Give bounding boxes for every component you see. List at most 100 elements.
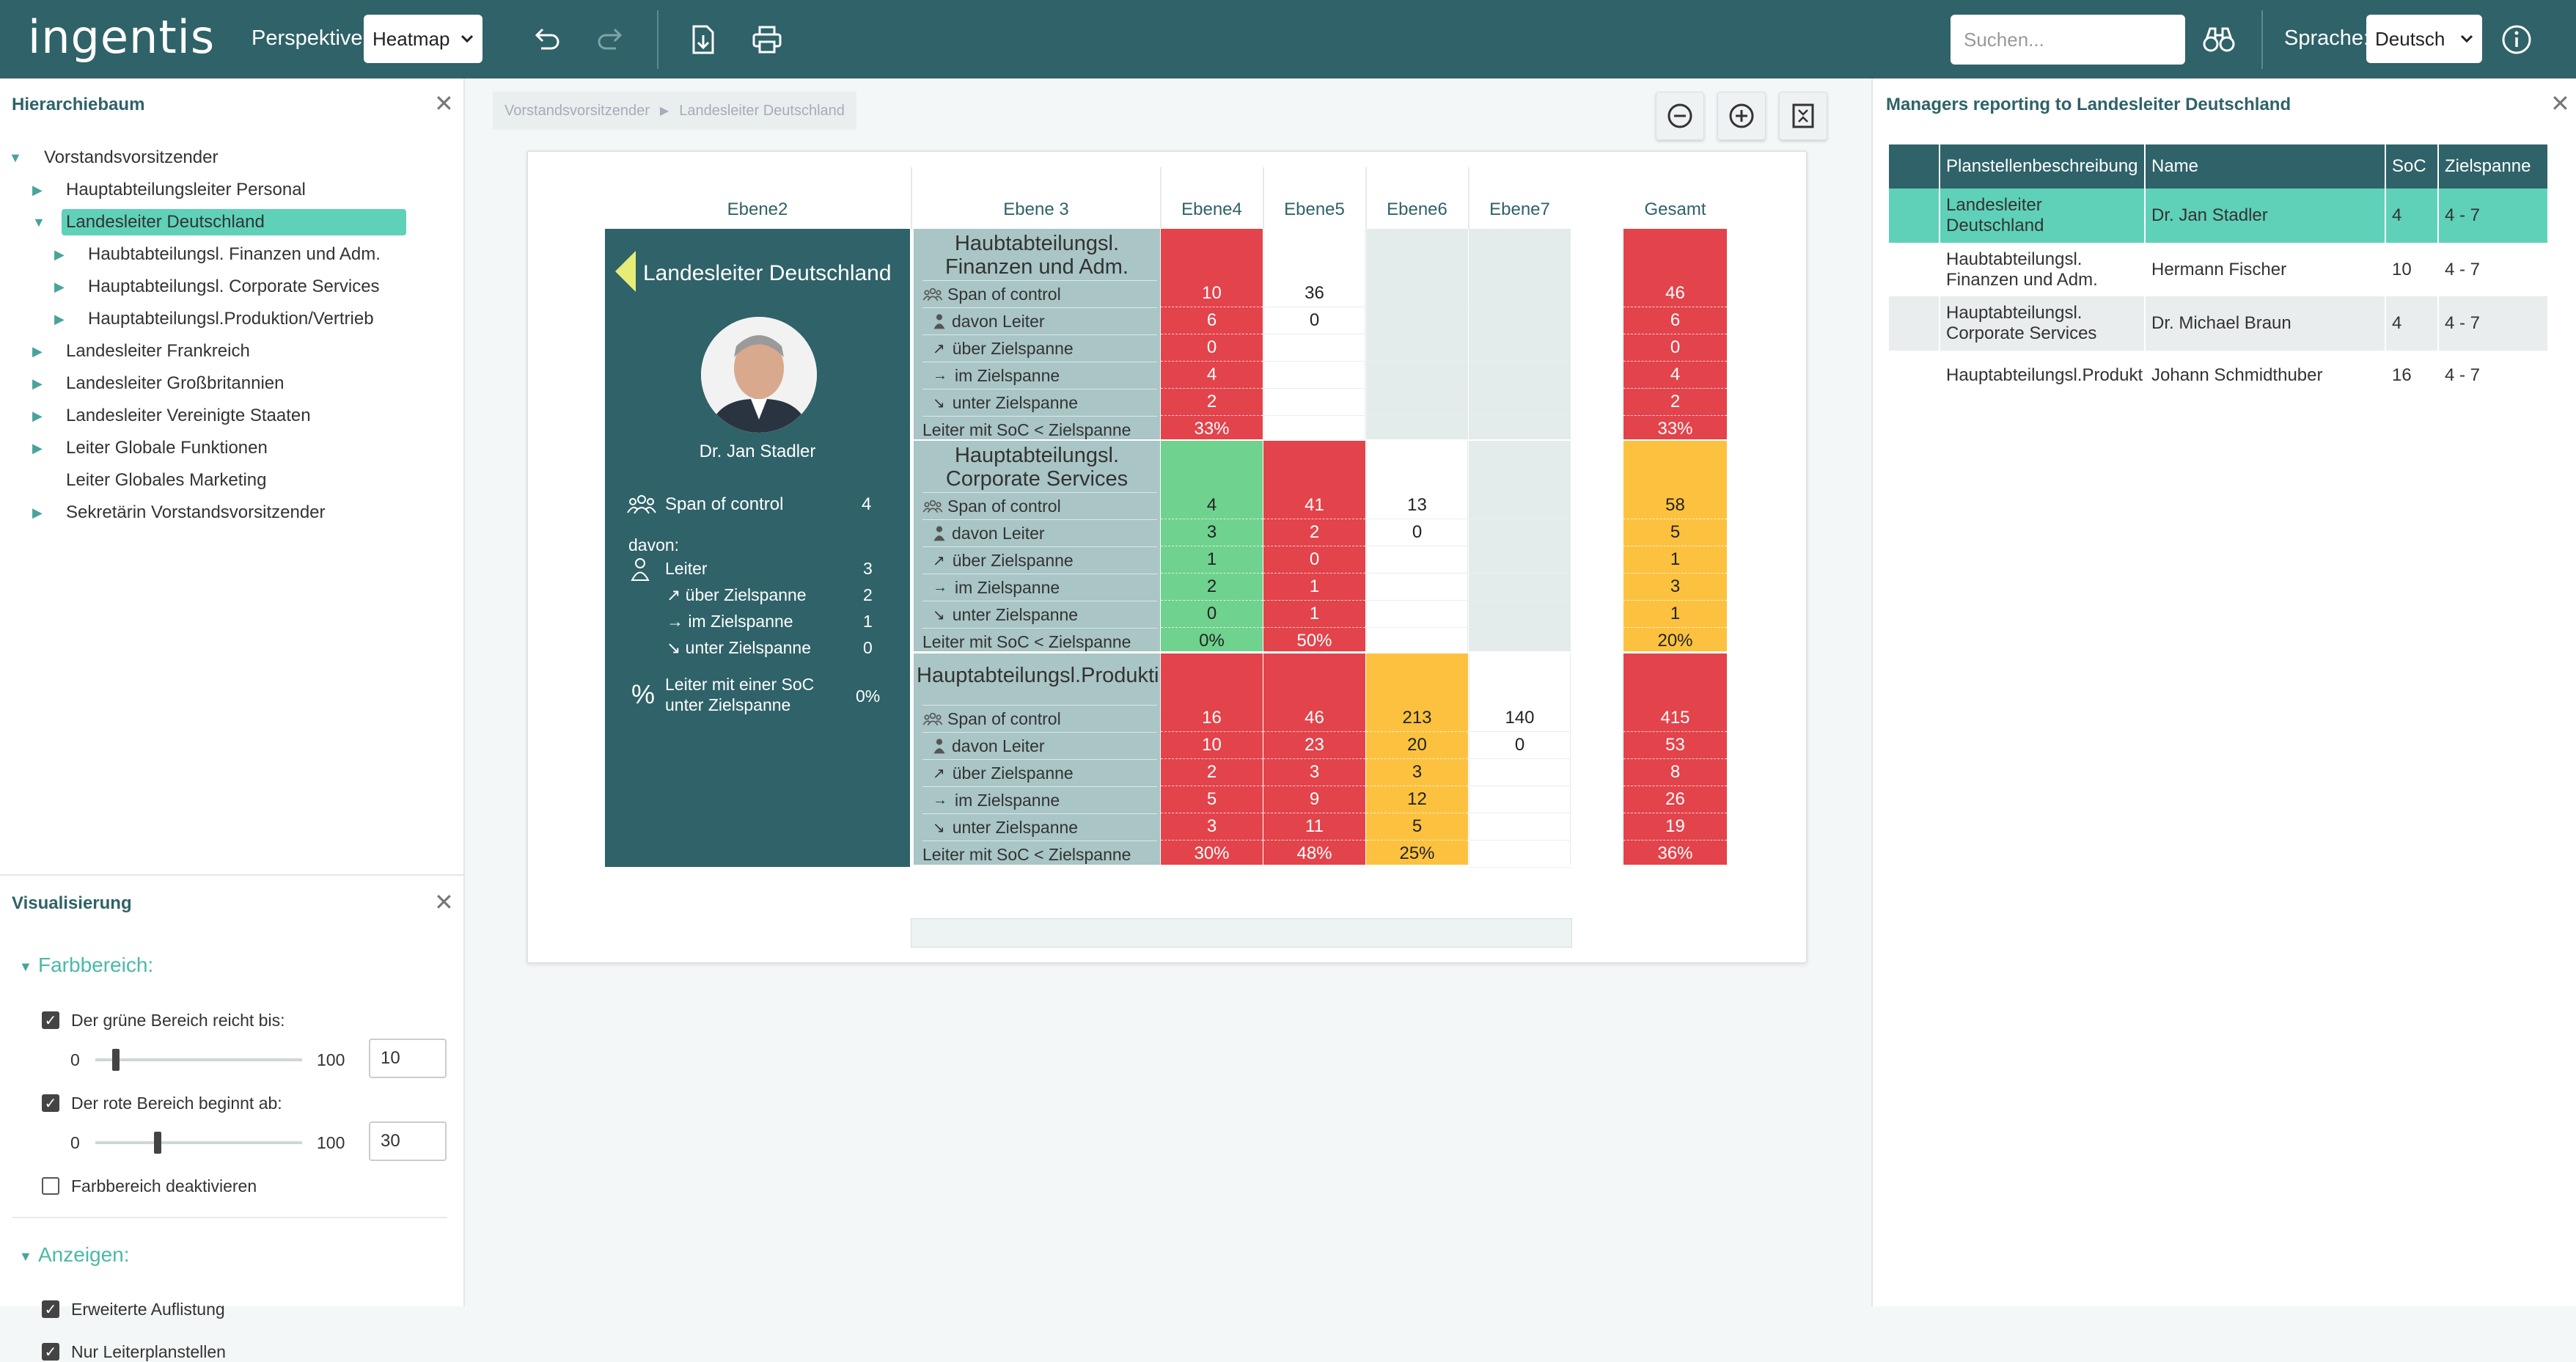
table-cell[interactable]: 4 - 7 [2439, 351, 2549, 400]
tree-item[interactable]: Landesleiter Deutschland [62, 209, 406, 235]
heatmap-cell[interactable] [1469, 841, 1571, 868]
collapse-triangle-icon[interactable]: ▼ [19, 959, 32, 974]
heatmap-cell[interactable]: 2 [1623, 389, 1727, 416]
tree-item[interactable]: Haubtabteilungsl. Finanzen und Adm. [88, 244, 381, 264]
heatmap-cell[interactable]: 4 [1161, 492, 1263, 519]
nur-leiterplanstellen-checkbox[interactable]: ✓ [42, 1343, 59, 1361]
table-cell[interactable]: 10 [2386, 243, 2439, 296]
heatmap-cell[interactable]: 0 [1623, 334, 1727, 362]
heatmap-cell[interactable] [1469, 601, 1571, 628]
heatmap-cell[interactable] [1366, 362, 1468, 389]
heatmap-cell[interactable]: 36 [1263, 280, 1365, 307]
heatmap-cell[interactable]: 46 [1263, 705, 1365, 732]
heatmap-cell[interactable] [1469, 389, 1571, 416]
heatmap-cell[interactable]: 20% [1623, 628, 1727, 655]
heatmap-cell[interactable] [1366, 416, 1468, 443]
tree-item[interactable]: Landesleiter Großbritannien [66, 373, 285, 393]
heatmap-cell[interactable]: 2 [1161, 574, 1263, 601]
heatmap-cell[interactable]: 4 [1623, 362, 1727, 389]
table-cell[interactable]: 16 [2386, 351, 2439, 400]
heatmap-cell[interactable]: 0 [1263, 546, 1365, 574]
table-header[interactable]: Zielspanne [2439, 144, 2549, 188]
heatmap-cell[interactable]: 53 [1623, 732, 1727, 759]
heatmap-cell[interactable]: 5 [1623, 519, 1727, 546]
heatmap-cell[interactable]: 13 [1366, 492, 1468, 519]
heatmap-cell[interactable] [1469, 362, 1571, 389]
anzeigen-heading[interactable]: Anzeigen: [38, 1243, 130, 1266]
heatmap-cell[interactable] [1366, 334, 1468, 362]
table-cell[interactable]: Hauptabteilungsl. Corporate Services [1940, 296, 2146, 351]
heatmap-cell[interactable]: 140 [1469, 705, 1571, 732]
fit-to-screen-button[interactable] [1779, 92, 1827, 140]
heatmap-cell[interactable] [1469, 492, 1571, 519]
horizontal-scrollbar[interactable] [911, 918, 1572, 948]
redo-button[interactable] [590, 19, 631, 60]
heatmap-cell[interactable]: 11 [1263, 813, 1365, 841]
heatmap-cell[interactable]: 2 [1161, 759, 1263, 786]
heatmap-cell[interactable]: 25% [1366, 841, 1468, 868]
heatmap-cell[interactable]: 46 [1623, 280, 1727, 307]
table-header[interactable]: SoC [2386, 144, 2439, 188]
close-managers-button[interactable]: ✕ [2550, 92, 2570, 115]
disable-range-checkbox[interactable] [42, 1177, 59, 1195]
heatmap-cell[interactable] [1469, 813, 1571, 841]
expand-triangle-icon[interactable]: ▶ [32, 505, 43, 520]
heatmap-cell[interactable]: 1 [1623, 601, 1727, 628]
tree-item[interactable]: Leiter Globales Marketing [66, 470, 267, 490]
table-cell[interactable]: 4 [2386, 296, 2439, 351]
heatmap-cell[interactable]: 16 [1161, 705, 1263, 732]
expand-triangle-icon[interactable]: ▶ [32, 183, 43, 197]
heatmap-cell[interactable]: 2 [1263, 519, 1365, 546]
heatmap-cell[interactable]: 1 [1161, 546, 1263, 574]
heatmap-cell[interactable]: 10 [1161, 732, 1263, 759]
expand-triangle-icon[interactable]: ▶ [32, 344, 43, 359]
heatmap-cell[interactable]: 3 [1623, 574, 1727, 601]
tree-item[interactable]: Vorstandsvorsitzender [44, 147, 219, 167]
undo-button[interactable] [526, 19, 568, 60]
heatmap-cell[interactable]: 5 [1161, 786, 1263, 813]
heatmap-cell[interactable]: 20 [1366, 732, 1468, 759]
expand-triangle-icon[interactable]: ▶ [32, 376, 43, 391]
heatmap-cell[interactable]: 2 [1161, 389, 1263, 416]
tree-item[interactable]: Hauptabteilungsl.Produktion/Vertrieb [88, 309, 374, 329]
heatmap-cell[interactable]: 3 [1161, 813, 1263, 841]
heatmap-cell[interactable] [1366, 601, 1468, 628]
heatmap-cell[interactable] [1469, 574, 1571, 601]
tree-item[interactable]: Landesleiter Frankreich [66, 341, 250, 361]
heatmap-cell[interactable]: 1 [1263, 574, 1365, 601]
tree-item[interactable]: Hauptabteilungsl. Corporate Services [88, 277, 380, 296]
table-cell[interactable]: Johann Schmidthuber [2146, 351, 2386, 400]
heatmap-cell[interactable] [1469, 546, 1571, 574]
expand-triangle-icon[interactable]: ▶ [54, 312, 65, 326]
heatmap-cell[interactable]: 36% [1623, 841, 1727, 868]
tree-item[interactable]: Landesleiter Vereinigte Staaten [66, 406, 311, 425]
heatmap-cell[interactable] [1366, 628, 1468, 655]
heatmap-cell[interactable]: 3 [1263, 759, 1365, 786]
heatmap-cell[interactable] [1366, 574, 1468, 601]
table-row-select-cell[interactable] [1889, 188, 1940, 243]
expand-triangle-icon[interactable]: ▶ [32, 409, 43, 423]
red-value-input[interactable]: 30 [369, 1121, 447, 1161]
heatmap-cell[interactable]: 213 [1366, 705, 1468, 732]
heatmap-cell[interactable]: 0% [1161, 628, 1263, 655]
heatmap-cell[interactable]: 33% [1623, 416, 1727, 443]
red-range-checkbox[interactable]: ✓ [42, 1094, 59, 1112]
heatmap-cell[interactable]: 26 [1623, 786, 1727, 813]
heatmap-cell[interactable]: 1 [1623, 546, 1727, 574]
heatmap-cell[interactable] [1469, 786, 1571, 813]
heatmap-cell[interactable]: 415 [1623, 705, 1727, 732]
table-cell[interactable]: Landesleiter Deutschland [1940, 188, 2146, 243]
heatmap-cell[interactable] [1469, 519, 1571, 546]
farbbereich-heading[interactable]: Farbbereich: [38, 953, 154, 976]
table-cell[interactable]: 4 - 7 [2439, 243, 2549, 296]
breadcrumb-item[interactable]: Landesleiter Deutschland [679, 102, 845, 119]
sprache-select[interactable]: Deutsch [2366, 15, 2482, 63]
heatmap-cell[interactable]: 0 [1263, 307, 1365, 334]
green-value-input[interactable]: 10 [369, 1039, 447, 1078]
heatmap-cell[interactable] [1469, 628, 1571, 655]
table-cell[interactable]: Dr. Jan Stadler [2146, 188, 2386, 243]
heatmap-cell[interactable]: 0 [1469, 732, 1571, 759]
green-slider-thumb[interactable] [112, 1049, 120, 1071]
heatmap-cell[interactable]: 6 [1161, 307, 1263, 334]
table-cell[interactable]: Haubtabteilungsl. Finanzen und Adm. [1940, 243, 2146, 296]
